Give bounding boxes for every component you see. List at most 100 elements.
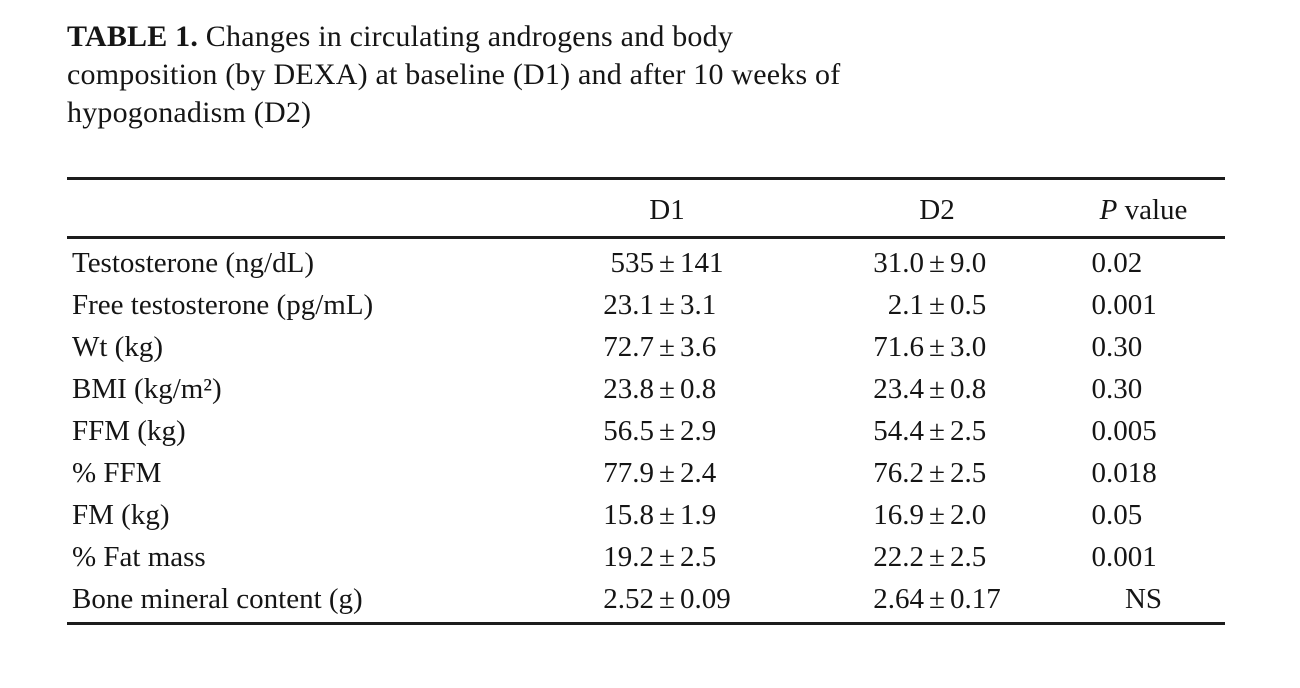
row-label: Free testosterone (pg/mL) (72, 289, 374, 321)
d2-mean: 23.4 (873, 373, 925, 405)
plus-minus-sign: ± (929, 583, 945, 615)
d1-mean: 72.7 (603, 331, 655, 363)
d2-value: 71.6 ±3.0 (812, 326, 1062, 368)
p-value-cell: 0.018 (1062, 452, 1225, 494)
table-row: % FFM 77.9 ±2.4 76.2 ±2.5 0.018 (67, 452, 1225, 494)
d1-sd: 0.09 (679, 583, 731, 615)
row-label: Wt (kg) (72, 331, 163, 363)
plus-minus-sign: ± (659, 331, 675, 363)
d2-value: 23.4 ±0.8 (812, 368, 1062, 410)
d2-mean: 76.2 (873, 457, 925, 489)
d2-sd: 0.5 (949, 289, 987, 321)
p-value: 0.005 (1091, 415, 1157, 447)
p-value-cell: 0.001 (1062, 284, 1225, 326)
d2-value: 16.9 ±2.0 (812, 494, 1062, 536)
caption-line-3: hypogonadism (D2) (67, 96, 312, 129)
p-value-cell: 0.001 (1062, 536, 1225, 578)
plus-minus-sign: ± (659, 499, 675, 531)
d2-mean: 71.6 (873, 331, 925, 363)
plus-minus-sign: ± (659, 415, 675, 447)
d1-mean: 23.8 (603, 373, 655, 405)
d2-mean: 54.4 (873, 415, 925, 447)
d1-sd: 141 (679, 247, 724, 279)
p-value-cell: 0.30 (1062, 368, 1225, 410)
d2-mean: 31.0 (873, 247, 925, 279)
d2-value: 76.2 ±2.5 (812, 452, 1062, 494)
p-value: 0.05 (1091, 499, 1143, 531)
table-row: % Fat mass 19.2 ±2.5 22.2 ±2.5 0.001 (67, 536, 1225, 578)
d1-sd: 3.6 (679, 331, 717, 363)
table-bottom-rule (67, 622, 1225, 625)
plus-minus-sign: ± (929, 499, 945, 531)
d1-sd: 2.5 (679, 541, 717, 573)
d2-value: 31.0 ±9.0 (812, 242, 1062, 284)
caption-line-1: TABLE 1. Changes in circulating androgen… (67, 18, 1225, 56)
p-value-cell: 0.02 (1062, 242, 1225, 284)
d2-value: 54.4 ±2.5 (812, 410, 1062, 452)
p-value: 0.30 (1091, 373, 1143, 405)
d2-sd: 0.8 (949, 373, 987, 405)
plus-minus-sign: ± (929, 247, 945, 279)
table-row: FM (kg) 15.8 ±1.9 16.9 ±2.0 0.05 (67, 494, 1225, 536)
d2-sd: 2.0 (949, 499, 987, 531)
pvalue-header-italic-p: P (1099, 194, 1118, 226)
p-value: 0.018 (1091, 457, 1157, 489)
plus-minus-sign: ± (659, 247, 675, 279)
table-number-label: TABLE 1. (67, 20, 199, 53)
d1-sd: 2.9 (679, 415, 717, 447)
column-header-d1: D1 (649, 194, 685, 226)
table-body: Testosterone (ng/dL) 535 ±141 31.0 ±9.0 0.02 F… (67, 239, 1225, 622)
table-mid-rule (67, 236, 1225, 239)
table-caption: TABLE 1. Changes in circulating androgen… (67, 18, 1225, 132)
row-label: Testosterone (ng/dL) (72, 247, 314, 279)
plus-minus-sign: ± (929, 457, 945, 489)
table-row: BMI (kg/m²) 23.8 ±0.8 23.4 ±0.8 0.30 (67, 368, 1225, 410)
p-value-cell: 0.005 (1062, 410, 1225, 452)
d2-sd: 2.5 (949, 541, 987, 573)
row-label: % Fat mass (72, 541, 206, 573)
plus-minus-sign: ± (659, 289, 675, 321)
data-table: D1 D2 P value Testosterone (ng/dL) 535 ±14… (67, 180, 1225, 625)
table-header-row: D1 D2 P value (67, 180, 1225, 236)
table-row: Bone mineral content (g) 2.52 ±0.09 2.64 ±0.… (67, 578, 1225, 620)
d1-mean: 15.8 (603, 499, 655, 531)
table-row: FFM (kg) 56.5 ±2.9 54.4 ±2.5 0.005 (67, 410, 1225, 452)
p-value: 0.001 (1091, 289, 1157, 321)
plus-minus-sign: ± (929, 289, 945, 321)
d2-value: 2.64 ±0.17 (812, 578, 1062, 620)
d1-mean: 77.9 (603, 457, 655, 489)
paper-table-figure: TABLE 1. Changes in circulating androgen… (67, 18, 1225, 625)
plus-minus-sign: ± (659, 541, 675, 573)
caption-line-2: composition (by DEXA) at baseline (D1) a… (67, 58, 841, 91)
d2-mean: 2.64 (873, 583, 925, 615)
d1-value: 23.1 ±3.1 (522, 284, 812, 326)
row-label: BMI (kg/m²) (72, 373, 222, 405)
d1-value: 2.52 ±0.09 (522, 578, 812, 620)
plus-minus-sign: ± (659, 457, 675, 489)
row-label: % FFM (72, 457, 162, 489)
plus-minus-sign: ± (929, 331, 945, 363)
d1-value: 72.7 ±3.6 (522, 326, 812, 368)
d2-mean: 2.1 (887, 289, 925, 321)
plus-minus-sign: ± (659, 583, 675, 615)
d1-value: 56.5 ±2.9 (522, 410, 812, 452)
plus-minus-sign: ± (929, 415, 945, 447)
d2-mean: 22.2 (873, 541, 925, 573)
d2-sd: 2.5 (949, 457, 987, 489)
d1-sd: 0.8 (679, 373, 717, 405)
table-row: Wt (kg) 72.7 ±3.6 71.6 ±3.0 0.30 (67, 326, 1225, 368)
d1-value: 15.8 ±1.9 (522, 494, 812, 536)
row-label: FFM (kg) (72, 415, 186, 447)
d1-value: 535 ±141 (522, 242, 812, 284)
d1-value: 19.2 ±2.5 (522, 536, 812, 578)
column-header-d2: D2 (919, 194, 955, 226)
d1-value: 77.9 ±2.4 (522, 452, 812, 494)
d1-sd: 2.4 (679, 457, 717, 489)
d1-sd: 1.9 (679, 499, 717, 531)
d1-sd: 3.1 (679, 289, 717, 321)
d1-mean: 2.52 (603, 583, 655, 615)
d2-mean: 16.9 (873, 499, 925, 531)
table-top-rule (67, 177, 1225, 180)
d1-value: 23.8 ±0.8 (522, 368, 812, 410)
column-header-pvalue: P value (1062, 194, 1225, 227)
